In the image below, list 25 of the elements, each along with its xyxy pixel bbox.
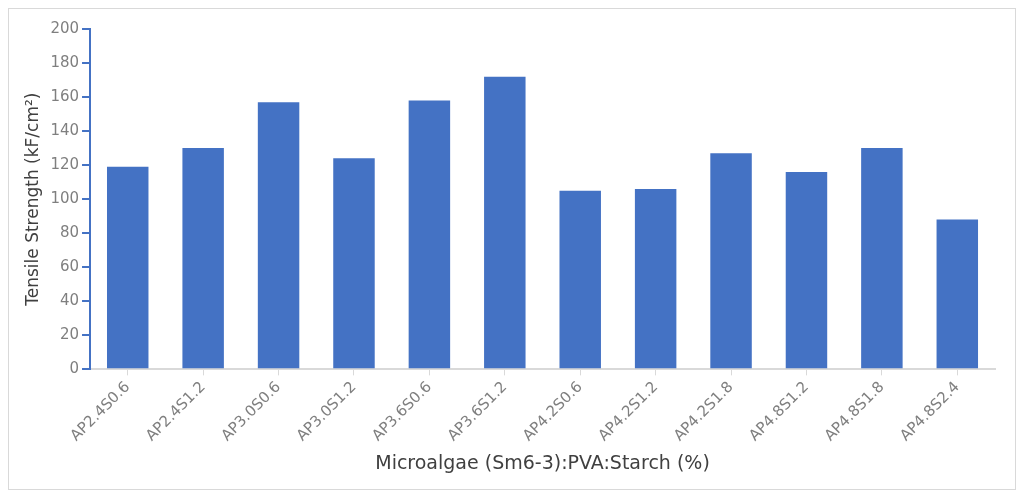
x-axis-title: Microalgae (Sm6-3):PVA:Starch (%) (375, 450, 710, 473)
bar (408, 100, 451, 369)
bar (107, 166, 149, 369)
y-tick-label: 100 (50, 189, 80, 208)
y-tick-label: 40 (59, 291, 80, 310)
y-axis-title: Tensile Strength (kF/cm²) (21, 92, 42, 307)
bar (936, 219, 979, 369)
bar (634, 188, 677, 369)
y-tick-label: 160 (50, 86, 80, 105)
y-tick-label: 80 (59, 223, 80, 242)
bar (710, 153, 752, 369)
bar (559, 190, 601, 369)
bar (861, 148, 903, 369)
y-tick-label: 200 (50, 18, 80, 37)
bar (182, 148, 224, 369)
bar (484, 76, 526, 369)
y-tick-label: 0 (69, 359, 80, 378)
bar (257, 102, 300, 369)
bar (333, 158, 375, 369)
y-tick-label: 20 (59, 325, 80, 344)
y-tick-label: 140 (50, 121, 80, 139)
y-tick-label: 180 (50, 52, 80, 71)
bar (785, 171, 828, 369)
y-tick-label: 120 (50, 155, 80, 174)
y-tick-label: 60 (59, 257, 80, 276)
